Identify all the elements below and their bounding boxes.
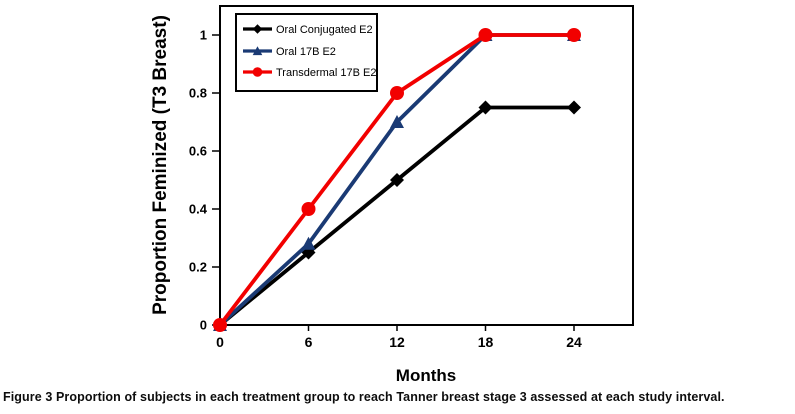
chart-legend: Oral Conjugated E2 Oral 17B E2 Transdermal… — [235, 13, 378, 92]
x-axis-title: Months — [396, 366, 456, 385]
data-point-oral-conjugated-e2 — [478, 100, 493, 115]
axis-ticks: 0 0.2 0.4 0.6 0.8 1 0 6 12 18 24 — [189, 28, 582, 351]
data-point-transdermal-17b-e2 — [390, 86, 404, 100]
x-tick-label: 18 — [478, 334, 494, 350]
data-point-transdermal-17b-e2 — [478, 28, 493, 42]
y-tick-label: 0.6 — [189, 144, 207, 159]
figure-caption: Figure 3 Proportion of subjects in each … — [3, 390, 793, 404]
series-line-oral-conjugated-e2 — [218, 105, 576, 327]
y-tick-label: 0.4 — [189, 202, 208, 217]
legend-marker-oral-conjugated-e2 — [252, 24, 263, 34]
data-point-oral-17b-e2 — [390, 115, 404, 128]
x-tick-label: 12 — [389, 334, 405, 350]
data-point-transdermal-17b-e2 — [567, 28, 581, 42]
x-tick-label: 0 — [216, 334, 224, 350]
y-tick-label: 0.2 — [189, 260, 207, 275]
data-point-oral-17b-e2 — [301, 236, 316, 250]
data-series — [213, 28, 581, 332]
data-point-transdermal-17b-e2 — [213, 318, 227, 332]
y-tick-label: 0.8 — [189, 86, 207, 101]
legend-label-transdermal-17b-e2: Transdermal 17B E2 — [276, 67, 376, 79]
data-point-transdermal-17b-e2 — [301, 202, 316, 216]
x-tick-label: 24 — [566, 334, 582, 350]
figure-caption-label: Figure 3 — [3, 390, 53, 404]
legend-marker-oral-17b-e2 — [252, 46, 263, 56]
line-chart: 0 0.2 0.4 0.6 0.8 1 0 6 12 18 24 Oral Conjugated E… — [150, 5, 634, 385]
y-tick-label: 1 — [200, 28, 207, 43]
legend-marker-transdermal-17b-e2 — [252, 67, 263, 77]
plot-frame — [219, 5, 634, 326]
data-point-oral-conjugated-e2 — [390, 173, 404, 187]
y-axis-title: Proportion Feminized (T3 Breast) — [150, 15, 171, 315]
legend-label-oral-17b-e2: Oral 17B E2 — [276, 46, 336, 58]
figure-caption-text: Proportion of subjects in each treatment… — [52, 390, 725, 404]
y-tick-label: 0 — [200, 318, 207, 333]
data-point-oral-conjugated-e2 — [567, 100, 581, 115]
legend-label-oral-conjugated-e2: Oral Conjugated E2 — [276, 24, 373, 36]
x-tick-label: 6 — [305, 334, 313, 350]
